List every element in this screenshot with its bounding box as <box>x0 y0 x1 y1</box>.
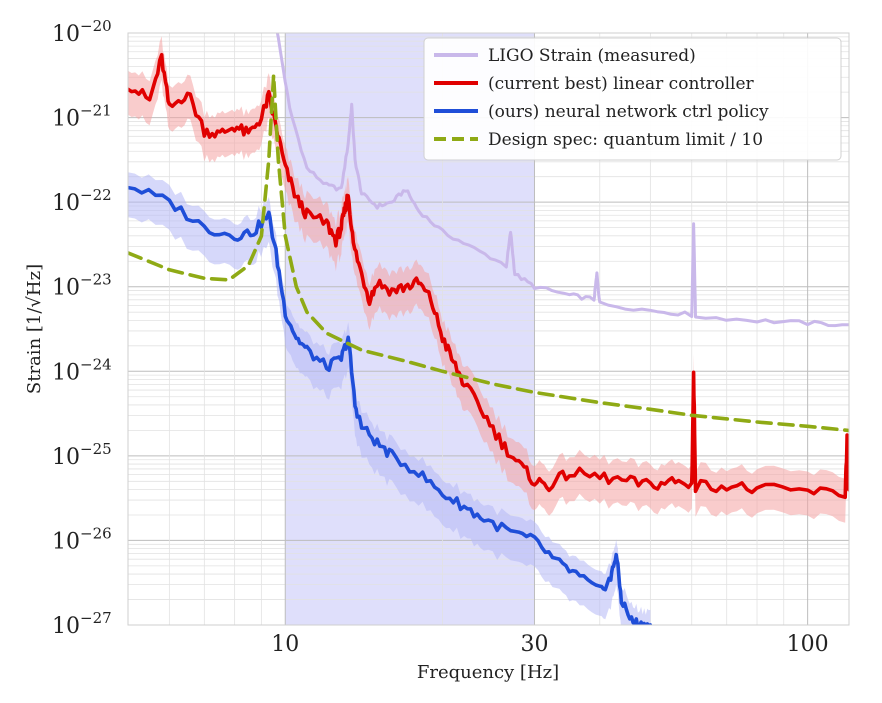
x-tick-labels: 10 30 100 <box>271 632 828 657</box>
legend-label: (ours) neural network ctrl policy <box>488 102 769 122</box>
y-tick-label: 10−27 <box>52 609 112 639</box>
series-line <box>128 73 849 433</box>
x-tick-label: 100 <box>787 632 829 657</box>
y-tick-label: 10−22 <box>52 186 112 216</box>
y-axis-label-unit: [1/√Hz] <box>24 264 45 332</box>
legend-label: Design spec: quantum limit / 10 <box>488 130 763 150</box>
legend-label: (current best) linear controller <box>488 74 755 94</box>
y-tick-label: 10−20 <box>52 17 112 47</box>
legend: LIGO Strain (measured) (current best) lin… <box>423 37 842 161</box>
legend-label: LIGO Strain (measured) <box>488 46 696 66</box>
series-line <box>275 33 849 328</box>
y-tick-label: 10−21 <box>52 102 112 132</box>
x-tick-label: 10 <box>271 632 299 657</box>
series-line <box>128 185 653 625</box>
y-tick-label: 10−26 <box>52 524 112 554</box>
y-tick-label: 10−24 <box>52 355 112 385</box>
y-tick-labels: 10−20 10−21 10−22 10−23 10−24 10−25 10−26 10−27 <box>52 17 112 639</box>
svg-text:Strain [1/√Hz]: Strain [1/√Hz] <box>24 264 45 394</box>
y-tick-label: 10−25 <box>52 440 112 470</box>
legend-box <box>423 37 842 161</box>
y-axis-label-prefix: Strain <box>24 337 45 394</box>
series-layer <box>128 33 849 625</box>
series-line <box>128 52 849 500</box>
y-axis-label: Strain [1/√Hz] <box>24 264 45 394</box>
x-tick-label: 30 <box>520 632 548 657</box>
plot-frame <box>127 32 850 626</box>
x-axis-label: Frequency [Hz] <box>417 662 559 683</box>
y-tick-label: 10−23 <box>52 271 112 301</box>
series-confidence-band <box>128 172 651 625</box>
